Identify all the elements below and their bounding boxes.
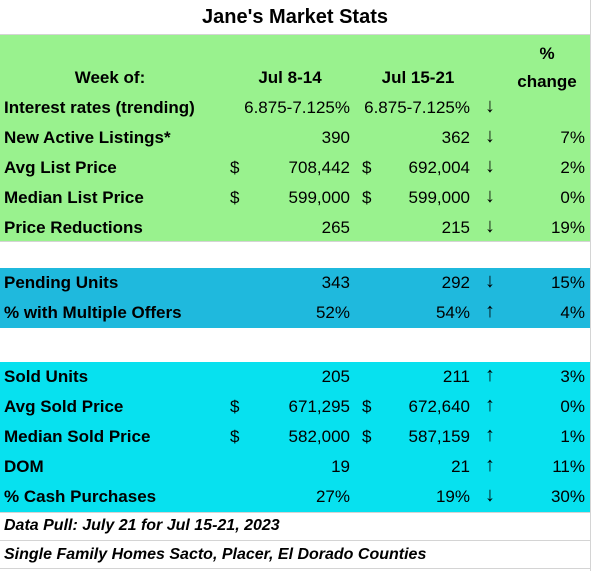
trend-arrow: ↑ [485, 424, 495, 446]
change-cell: 19% [550, 218, 585, 237]
footnote: Single Family Homes Sacto, Placer, El Do… [4, 546, 427, 563]
change-cell: 0% [560, 397, 585, 416]
grid-line [0, 568, 590, 569]
change-cell: 4% [560, 303, 585, 322]
change-cell: 11% [552, 457, 585, 476]
change-cell: 30% [550, 487, 585, 506]
row-label: Price Reductions [4, 218, 143, 237]
value-cell: 671,295 [288, 397, 350, 416]
row-label: Avg List Price [4, 158, 117, 177]
grid-line [0, 34, 590, 35]
value-cell: 587,159 [408, 427, 470, 446]
value-cell: 19 [331, 457, 350, 476]
value-cell: 19% [435, 487, 470, 506]
value-cell: 692,004 [408, 158, 470, 177]
section-band [0, 362, 590, 512]
trend-arrow: ↑ [485, 454, 495, 476]
row-label: DOM [4, 457, 44, 476]
grid-line [0, 540, 590, 541]
value-cell: 292 [441, 273, 470, 292]
row-label: % with Multiple Offers [4, 303, 182, 322]
change-cell: 1% [560, 427, 585, 446]
trend-arrow: ↓ [485, 155, 495, 177]
value-cell: 390 [321, 128, 350, 147]
row-label: Sold Units [4, 367, 89, 386]
trend-arrow: ↓ [485, 270, 495, 292]
value-cell: 343 [321, 273, 350, 292]
trend-arrow: ↑ [485, 364, 495, 386]
header-band [0, 35, 590, 241]
trend-arrow: ↑ [485, 300, 495, 322]
value-cell: 708,442 [288, 158, 350, 177]
currency: $ [362, 427, 372, 446]
row-label: Median Sold Price [4, 427, 151, 446]
value-cell: 582,000 [288, 427, 350, 446]
title: Jane's Market Stats [202, 6, 388, 28]
currency: $ [362, 397, 372, 416]
value-cell: 6.875-7.125% [244, 98, 350, 117]
value-cell: 211 [442, 367, 470, 386]
change-cell: 15% [550, 273, 585, 292]
currency: $ [230, 427, 240, 446]
value-cell: 21 [451, 457, 470, 476]
value-cell: 362 [441, 128, 470, 147]
row-label: New Active Listings* [4, 128, 171, 147]
trend-arrow: ↓ [485, 125, 495, 147]
col-header: % change [517, 44, 577, 91]
row-label: Pending Units [4, 273, 119, 292]
trend-arrow: ↓ [485, 484, 495, 506]
trend-arrow: ↓ [485, 185, 495, 207]
value-cell: 265 [321, 218, 350, 237]
change-cell: 0% [560, 188, 585, 207]
week-of: Week of: [74, 68, 146, 87]
grid-line [0, 241, 590, 242]
change-cell: 3% [560, 367, 585, 386]
col-header: Jul 8-14 [258, 68, 322, 87]
change-cell: 7% [560, 128, 585, 147]
value-cell: 599,000 [408, 188, 470, 207]
row-label: Median List Price [4, 188, 144, 207]
value-cell: 6.875-7.125% [364, 98, 470, 117]
value-cell: 27% [315, 487, 350, 506]
value-cell: 599,000 [288, 188, 350, 207]
grid-line [590, 0, 591, 571]
value-cell: 52% [315, 303, 350, 322]
currency: $ [230, 188, 240, 207]
currency: $ [362, 158, 372, 177]
value-cell: 205 [321, 367, 350, 386]
currency: $ [230, 397, 240, 416]
row-label: % Cash Purchases [4, 487, 157, 506]
trend-arrow: ↓ [485, 95, 495, 117]
footnote: Data Pull: July 21 for Jul 15-21, 2023 [4, 517, 280, 534]
currency: $ [230, 158, 240, 177]
value-cell: 672,640 [408, 397, 470, 416]
row-label: Avg Sold Price [4, 397, 124, 416]
trend-arrow: ↑ [485, 394, 495, 416]
grid-line [0, 512, 590, 513]
section-band [0, 268, 590, 328]
col-header: Jul 15-21 [381, 68, 455, 87]
value-cell: 54% [435, 303, 470, 322]
row-label: Interest rates (trending) [4, 98, 195, 117]
trend-arrow: ↓ [485, 215, 495, 237]
currency: $ [362, 188, 372, 207]
value-cell: 215 [441, 218, 470, 237]
change-cell: 2% [560, 158, 585, 177]
